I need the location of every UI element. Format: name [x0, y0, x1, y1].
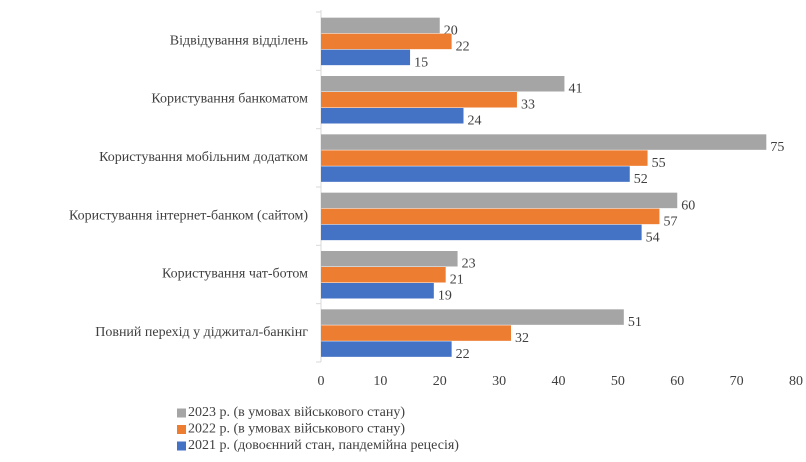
bar	[321, 134, 767, 150]
bar	[321, 192, 678, 209]
bar	[321, 283, 434, 299]
legend-swatch	[177, 408, 186, 418]
value-label: 33	[521, 98, 535, 113]
bar	[321, 33, 452, 50]
legend-swatch	[177, 441, 186, 451]
x-tick-label: 80	[789, 374, 803, 389]
value-label: 21	[450, 273, 464, 288]
value-label: 19	[438, 289, 452, 304]
bar	[321, 76, 565, 92]
bar	[321, 92, 517, 108]
x-tick-label: 40	[552, 374, 566, 389]
x-tick-label: 10	[373, 374, 387, 389]
bar	[321, 166, 630, 182]
value-label: 22	[456, 347, 470, 362]
bar	[321, 17, 440, 34]
category-label: Користування чат-ботом	[162, 267, 308, 282]
bar	[321, 208, 660, 225]
category-label: Користування банкоматом	[151, 92, 308, 107]
x-tick-label: 60	[670, 374, 684, 389]
x-tick-label: 50	[611, 374, 625, 389]
category-label: Повний перехід у діджитал-банкінг	[95, 325, 308, 340]
x-tick-label: 20	[433, 374, 447, 389]
value-label: 23	[462, 257, 476, 272]
value-label: 41	[568, 82, 582, 97]
bar	[321, 150, 648, 166]
bar	[321, 49, 411, 66]
value-label: 52	[634, 172, 648, 187]
bar	[321, 251, 458, 267]
bar	[321, 267, 446, 283]
legend-label: 2022 р. (в умовах військового стану)	[188, 422, 405, 437]
value-label: 57	[663, 214, 677, 229]
value-label: 54	[646, 230, 660, 245]
value-label: 32	[515, 331, 529, 346]
value-label: 55	[652, 156, 666, 171]
category-label: Користування інтернет-банком (сайтом)	[69, 208, 308, 223]
legend-swatch	[177, 425, 186, 434]
bar	[321, 325, 511, 341]
value-label: 22	[456, 39, 470, 54]
bar	[321, 341, 452, 357]
value-label: 60	[681, 198, 695, 213]
x-tick-label: 70	[730, 374, 744, 389]
category-label: Користування мобільним додатком	[99, 150, 308, 165]
bar	[321, 224, 642, 241]
bar	[321, 309, 624, 325]
value-label: 75	[770, 140, 784, 155]
value-label: 51	[628, 315, 642, 330]
legend-label: 2021 р. (довоєнний стан, пандемійна реце…	[188, 438, 459, 453]
legend-label: 2023 р. (в умовах військового стану)	[188, 405, 405, 420]
value-label: 24	[468, 114, 482, 129]
bar	[321, 108, 464, 124]
x-tick-label: 0	[318, 374, 325, 389]
value-label: 15	[414, 55, 428, 70]
category-label: Відвідування відділень	[170, 33, 308, 48]
x-tick-label: 30	[492, 374, 506, 389]
